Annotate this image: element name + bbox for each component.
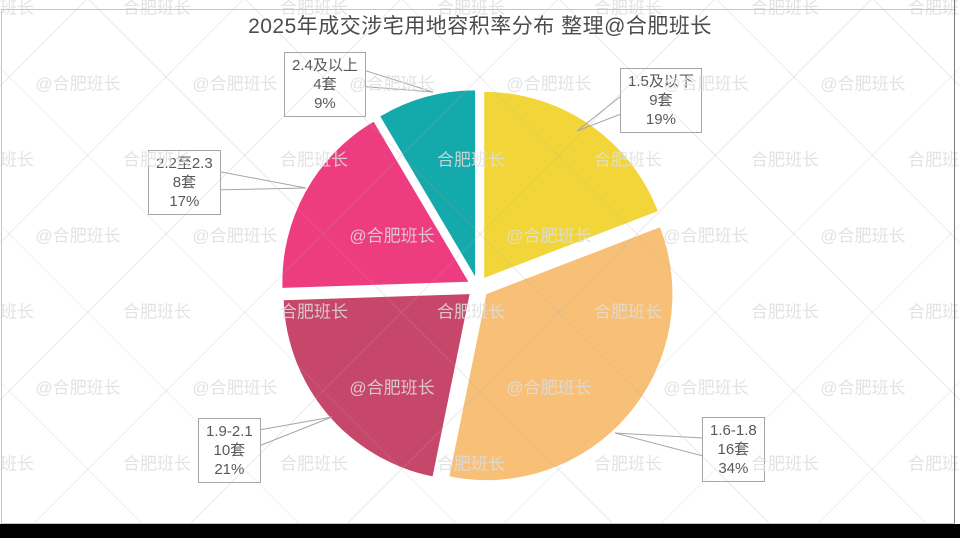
- callout-leader-line-2: [258, 416, 333, 431]
- callout-leader-line-2: [258, 416, 333, 447]
- callout-count-text: 8套: [172, 174, 197, 191]
- callout-count-text: 4套: [313, 76, 337, 93]
- frame-border-left: [1, 9, 2, 523]
- callout-label-4: 2.4及以上 4套 9%: [284, 52, 366, 117]
- callout-count-text: 9套: [649, 92, 673, 109]
- callout-leader-line-0: [576, 113, 622, 132]
- frame-border-top: [1, 9, 955, 10]
- callout-leader-line-1: [614, 432, 704, 439]
- callout-range-text: 1.5及以下: [628, 73, 694, 90]
- callout-count-text: 10套: [213, 442, 246, 459]
- callout-pct-text: 34%: [718, 460, 749, 477]
- callout-pct-text: 21%: [214, 461, 245, 478]
- callout-range-text: 1.9-2.1: [206, 423, 253, 440]
- callout-leader-line-4: [356, 85, 434, 93]
- callout-label-2: 1.9-2.1 10套 21%: [198, 418, 261, 483]
- callout-leader-line-3: [210, 187, 307, 191]
- bottom-black-bar: [0, 524, 960, 538]
- frame-border-bottom: [1, 523, 955, 524]
- callout-pct-text: 17%: [169, 193, 200, 210]
- pie-slice-3: [282, 121, 469, 288]
- pie-slice-4: [380, 90, 476, 277]
- callout-label-1: 1.6-1.8 16套 34%: [702, 417, 765, 482]
- callout-count-text: 16套: [717, 441, 750, 458]
- callout-range-text: 2.4及以上: [292, 57, 358, 74]
- callout-label-3: 2.2至2.3 8套 17%: [148, 150, 221, 215]
- pie-slice-1: [449, 227, 673, 481]
- callout-range-text: 1.6-1.8: [710, 422, 757, 439]
- callout-label-0: 1.5及以下 9套 19%: [620, 68, 702, 133]
- frame-border-right: [954, 0, 955, 524]
- pie-slice-0: [484, 91, 658, 278]
- callout-pct-text: 9%: [314, 95, 336, 112]
- callout-pct-text: 19%: [645, 111, 676, 128]
- pie-slice-2: [283, 294, 470, 477]
- chart-title: 2025年成交涉宅用地容积率分布 整理@合肥班长: [248, 15, 712, 38]
- callout-range-text: 2.2至2.3: [156, 155, 213, 172]
- callout-leader-line-1: [614, 432, 704, 457]
- callout-leader-line-4: [356, 67, 434, 93]
- callout-leader-line-3: [210, 169, 307, 189]
- callout-leader-line-0: [576, 95, 622, 132]
